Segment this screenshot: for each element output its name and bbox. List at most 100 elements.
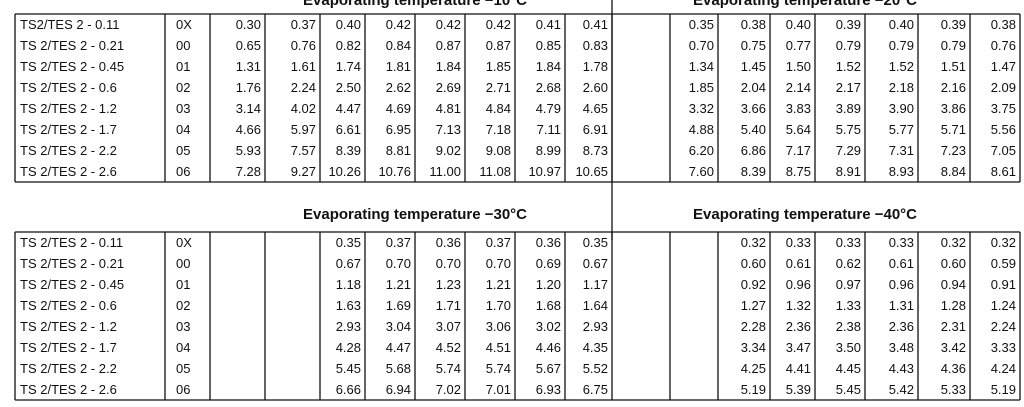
capacity-value: 0.67: [336, 256, 361, 271]
capacity-value: 0.36: [536, 235, 561, 250]
capacity-value: 0.37: [486, 235, 511, 250]
capacity-value: 4.24: [991, 361, 1016, 376]
capacity-value: 1.69: [386, 298, 411, 313]
capacity-value: 5.39: [786, 382, 811, 397]
capacity-value: 5.19: [741, 382, 766, 397]
capacity-value: 1.20: [536, 277, 561, 292]
model-name: TS 2/TES 2 - 1.7: [20, 122, 117, 137]
capacity-value: 3.89: [836, 101, 861, 116]
code: 0X: [176, 17, 192, 32]
capacity-value: 0.79: [836, 38, 861, 53]
capacity-value: 0.61: [889, 256, 914, 271]
capacity-value: 2.60: [583, 80, 608, 95]
capacity-value: 3.50: [836, 340, 861, 355]
capacity-value: 8.81: [386, 143, 411, 158]
capacity-value: 4.52: [436, 340, 461, 355]
capacity-value: 7.05: [991, 143, 1016, 158]
section-title: Evaporating temperature −10°C: [303, 0, 527, 9]
capacity-value: 8.99: [536, 143, 561, 158]
capacity-value: 0.60: [941, 256, 966, 271]
capacity-value: 5.77: [889, 122, 914, 137]
capacity-value: 2.09: [991, 80, 1016, 95]
capacity-value: 5.52: [583, 361, 608, 376]
capacity-value: 5.33: [941, 382, 966, 397]
capacity-value: 2.93: [583, 319, 608, 334]
capacity-value: 1.21: [386, 277, 411, 292]
capacity-value: 6.20: [689, 143, 714, 158]
capacity-value: 2.69: [436, 80, 461, 95]
capacity-value: 0.37: [386, 235, 411, 250]
capacity-value: 4.43: [889, 361, 914, 376]
capacity-value: 4.81: [436, 101, 461, 116]
code: 05: [176, 143, 190, 158]
capacity-value: 7.02: [436, 382, 461, 397]
capacity-value: 0.97: [836, 277, 861, 292]
capacity-value: 2.50: [336, 80, 361, 95]
model-name: TS 2/TES 2 - 2.6: [20, 382, 117, 397]
capacity-value: 5.45: [336, 361, 361, 376]
capacity-value: 0.77: [786, 38, 811, 53]
model-name: TS 2/TES 2 - 1.2: [20, 319, 117, 334]
capacity-value: 3.48: [889, 340, 914, 355]
capacity-value: 1.34: [689, 59, 714, 74]
capacity-value: 0.79: [941, 38, 966, 53]
capacity-value: 0.69: [536, 256, 561, 271]
code: 06: [176, 164, 190, 179]
capacity-value: 2.18: [889, 80, 914, 95]
capacity-value: 1.17: [583, 277, 608, 292]
capacity-value: 3.47: [786, 340, 811, 355]
capacity-value: 1.81: [386, 59, 411, 74]
capacity-value: 3.04: [386, 319, 411, 334]
capacity-value: 0.67: [583, 256, 608, 271]
capacity-value: 10.26: [328, 164, 361, 179]
capacity-value: 4.66: [236, 122, 261, 137]
capacity-value: 4.47: [386, 340, 411, 355]
capacity-value: 6.94: [386, 382, 411, 397]
capacity-value: 1.76: [236, 80, 261, 95]
capacity-value: 5.74: [486, 361, 511, 376]
capacity-value: 2.71: [486, 80, 511, 95]
capacity-value: 1.52: [836, 59, 861, 74]
capacity-value: 0.38: [741, 17, 766, 32]
capacity-value: 1.70: [486, 298, 511, 313]
capacity-value: 0.35: [583, 235, 608, 250]
capacity-value: 0.42: [386, 17, 411, 32]
capacity-value: 9.27: [291, 164, 316, 179]
capacity-value: 1.63: [336, 298, 361, 313]
capacity-value: 4.69: [386, 101, 411, 116]
capacity-value: 0.35: [336, 235, 361, 250]
capacity-value: 1.61: [291, 59, 316, 74]
capacity-value: 0.42: [436, 17, 461, 32]
capacity-value: 8.39: [336, 143, 361, 158]
capacity-value: 4.51: [486, 340, 511, 355]
capacity-value: 3.02: [536, 319, 561, 334]
capacity-value: 1.85: [689, 80, 714, 95]
capacity-value: 11.08: [479, 164, 511, 179]
capacity-value: 3.42: [941, 340, 966, 355]
capacity-value: 5.74: [436, 361, 461, 376]
code: 02: [176, 298, 190, 313]
capacity-value: 0.82: [336, 38, 361, 53]
capacity-value: 7.31: [889, 143, 914, 158]
capacity-value: 3.66: [741, 101, 766, 116]
capacity-value: 0.59: [991, 256, 1016, 271]
capacity-value: 5.42: [889, 382, 914, 397]
capacity-value: 1.52: [889, 59, 914, 74]
capacity-value: 5.68: [386, 361, 411, 376]
capacity-value: 0.65: [236, 38, 261, 53]
capacity-value: 0.70: [436, 256, 461, 271]
capacity-value: 2.62: [386, 80, 411, 95]
capacity-value: 3.90: [889, 101, 914, 116]
capacity-value: 7.23: [941, 143, 966, 158]
code: 03: [176, 101, 190, 116]
capacity-value: 2.24: [991, 319, 1016, 334]
capacity-value: 8.91: [836, 164, 861, 179]
model-name: TS 2/TES 2 - 0.21: [20, 256, 124, 271]
capacity-value: 7.18: [486, 122, 511, 137]
capacity-value: 0.87: [486, 38, 511, 53]
capacity-value: 1.18: [336, 277, 361, 292]
capacity-value: 11.00: [429, 164, 461, 179]
capacity-value: 8.39: [741, 164, 766, 179]
capacity-value: 1.45: [741, 59, 766, 74]
